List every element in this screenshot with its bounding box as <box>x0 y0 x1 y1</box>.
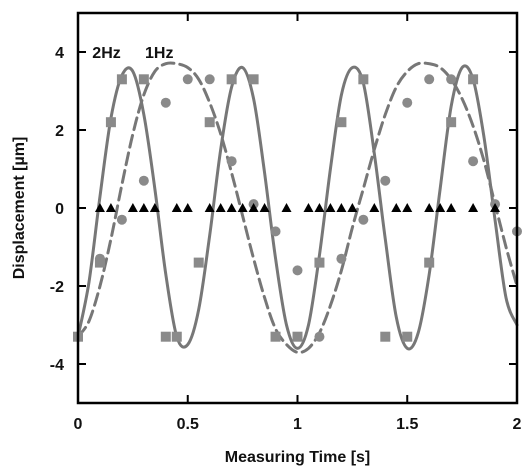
marker-triangle <box>215 203 226 212</box>
marker-triangle <box>149 203 160 212</box>
marker-triangle <box>226 203 237 212</box>
x-tick-label: 0 <box>74 416 83 433</box>
marker-triangle <box>424 203 435 212</box>
marker-square <box>248 74 259 85</box>
marker-triangle <box>138 203 149 212</box>
y-tick-label: 2 <box>55 123 64 140</box>
marker-square <box>358 74 369 85</box>
marker-triangle <box>347 203 358 212</box>
marker-square <box>226 74 237 85</box>
marker-triangle <box>391 203 402 212</box>
marker-circle <box>204 74 215 85</box>
y-tick-label: -4 <box>50 357 64 374</box>
marker-square <box>138 74 149 85</box>
marker-circle <box>314 331 325 342</box>
marker-circle <box>380 175 391 186</box>
marker-circle <box>116 214 127 225</box>
marker-circle <box>424 74 435 85</box>
x-tick-label: 0.5 <box>177 416 199 433</box>
marker-circle <box>94 253 105 264</box>
ticks <box>77 13 518 403</box>
marker-circle <box>468 156 479 167</box>
marker-triangle <box>259 203 270 212</box>
marker-triangle <box>303 203 314 212</box>
marker-square <box>336 117 347 128</box>
marker-circle <box>226 156 237 167</box>
marker-circle <box>138 175 149 186</box>
marker-triangle <box>336 203 347 212</box>
marker-square <box>402 331 413 342</box>
series-line-solid <box>76 64 519 351</box>
annotation-label: 1Hz <box>145 45 173 62</box>
x-tick-label: 1.5 <box>396 416 418 433</box>
marker-square <box>468 74 479 85</box>
marker-circle <box>446 74 457 85</box>
y-axis-label: Displacement [µm] <box>11 137 28 280</box>
x-tick-label: 2 <box>513 416 522 433</box>
marker-square <box>446 117 457 128</box>
marker-triangle <box>105 203 116 212</box>
x-axis-label: Measuring Time [s] <box>225 449 371 466</box>
marker-circle <box>358 214 369 225</box>
y-tick-label: -2 <box>50 279 64 296</box>
marker-triangle <box>248 203 259 212</box>
series-layer <box>73 61 522 354</box>
marker-circle <box>270 226 281 237</box>
marker-triangle <box>369 203 380 212</box>
marker-triangle <box>281 203 292 212</box>
marker-circle <box>336 253 347 264</box>
marker-square <box>204 117 215 128</box>
marker-triangle <box>468 203 479 212</box>
marker-triangle <box>182 203 193 212</box>
marker-triangle <box>435 203 446 212</box>
marker-square <box>380 331 391 342</box>
y-tick-label: 0 <box>55 201 64 218</box>
x-tick-label: 1 <box>293 416 302 433</box>
marker-square <box>116 74 127 85</box>
marker-triangle <box>490 203 501 212</box>
marker-square <box>270 331 281 342</box>
y-tick-label: 4 <box>55 45 64 62</box>
marker-triangle <box>237 203 248 212</box>
annotations: 2Hz 1Hz <box>92 45 173 62</box>
marker-square <box>171 331 182 342</box>
marker-square <box>314 257 325 268</box>
marker-triangle <box>325 203 336 212</box>
marker-square <box>292 331 303 342</box>
marker-square <box>193 257 204 268</box>
marker-triangle <box>94 203 105 212</box>
marker-triangle <box>127 203 138 212</box>
marker-square <box>160 331 171 342</box>
marker-triangle <box>446 203 457 212</box>
series-line-dashed <box>76 61 519 354</box>
marker-triangle <box>314 203 325 212</box>
marker-triangle <box>171 203 182 212</box>
marker-square <box>424 257 435 268</box>
marker-triangle <box>402 203 413 212</box>
marker-square <box>105 117 116 128</box>
marker-triangle <box>204 203 215 212</box>
marker-circle <box>292 265 303 276</box>
tick-labels: 0 0.5 1 1.5 2 -4 -2 0 2 4 <box>50 45 522 433</box>
marker-circle <box>402 97 413 108</box>
annotation-label: 2Hz <box>92 45 120 62</box>
marker-circle <box>182 74 193 85</box>
marker-circle <box>160 97 171 108</box>
